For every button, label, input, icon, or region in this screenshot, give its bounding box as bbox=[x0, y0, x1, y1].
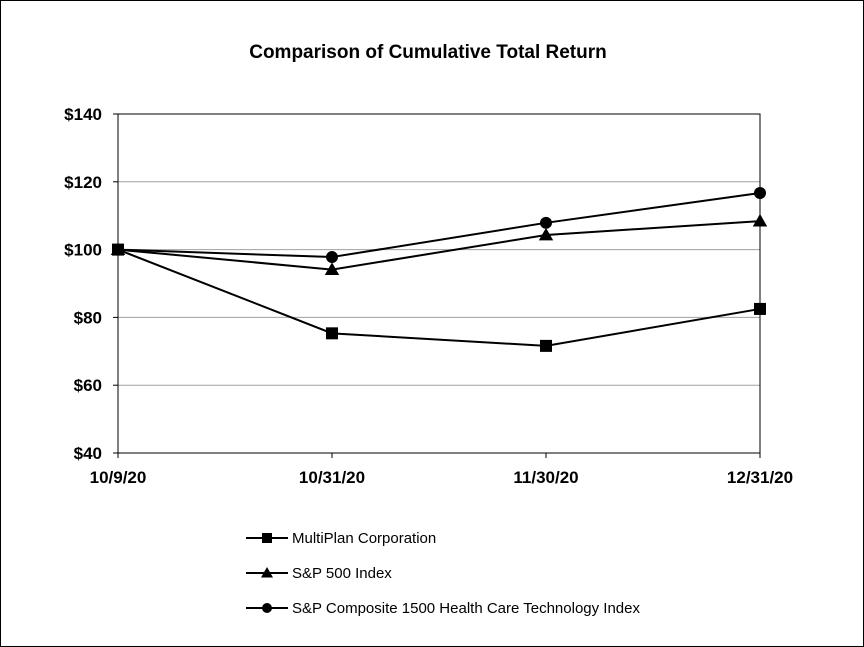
legend: MultiPlan Corporation S&P 500 Index S&P Co… bbox=[246, 530, 640, 617]
data-point-circle bbox=[540, 216, 552, 229]
chart-title: Comparison of Cumulative Total Return bbox=[249, 42, 607, 63]
data-point-square bbox=[754, 302, 766, 315]
y-tick-label: $80 bbox=[74, 308, 102, 327]
legend-entry: S&P 500 Index bbox=[246, 565, 392, 582]
legend-marker-triangle bbox=[261, 567, 273, 578]
gridlines bbox=[118, 181, 760, 386]
legend-entry: S&P Composite 1500 Health Care Technolog… bbox=[246, 600, 640, 617]
x-tick-label: 12/31/20 bbox=[727, 468, 793, 487]
series-triangle bbox=[110, 213, 768, 276]
x-axis: 10/9/20 10/31/20 11/30/20 12/31/20 bbox=[90, 453, 793, 487]
y-tick-label: $60 bbox=[74, 376, 102, 395]
data-point-square bbox=[540, 339, 552, 352]
y-axis: $40 $60 $80 $100 $120 $140 bbox=[64, 105, 118, 463]
series-square bbox=[112, 243, 766, 352]
x-tick-label: 10/9/20 bbox=[90, 468, 147, 487]
data-point-square bbox=[326, 327, 338, 340]
x-tick-label: 10/31/20 bbox=[299, 468, 365, 487]
legend-marker-square bbox=[262, 533, 272, 543]
x-tick-label: 11/30/20 bbox=[513, 468, 578, 487]
y-tick-label: $120 bbox=[64, 173, 102, 192]
legend-marker-circle bbox=[262, 603, 272, 613]
series-line bbox=[117, 248, 761, 347]
plot-area bbox=[117, 113, 761, 454]
data-point-triangle bbox=[538, 227, 554, 241]
series-lines bbox=[110, 186, 768, 352]
series-circle bbox=[112, 186, 766, 264]
data-point-triangle bbox=[324, 262, 340, 276]
y-tick-label: $100 bbox=[64, 241, 102, 260]
y-tick-label: $140 bbox=[64, 105, 102, 124]
legend-label: S&P 500 Index bbox=[292, 565, 392, 582]
data-point-circle bbox=[754, 186, 766, 199]
series-line bbox=[117, 191, 761, 259]
data-point-circle bbox=[326, 251, 338, 264]
data-point-triangle bbox=[752, 213, 768, 227]
legend-label: MultiPlan Corporation bbox=[292, 530, 436, 547]
legend-label: S&P Composite 1500 Health Care Technolog… bbox=[292, 600, 640, 617]
y-tick-label: $40 bbox=[74, 444, 102, 463]
data-point-circle bbox=[112, 243, 124, 256]
legend-entry: MultiPlan Corporation bbox=[246, 530, 436, 547]
series-line bbox=[117, 220, 761, 271]
